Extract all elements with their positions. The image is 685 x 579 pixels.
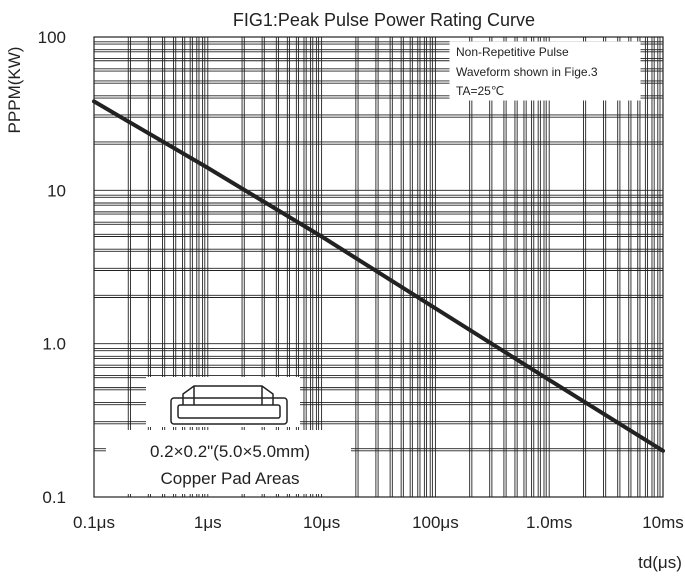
plot-frame [93,36,664,498]
note-line-2: Waveform shown in Fige.3 [456,65,598,79]
x-tick-label: 1μs [194,513,222,532]
series-line [92,99,665,453]
chart-title: FIG1:Peak Pulse Power Rating Curve [233,10,535,30]
note-box: Non-Repetitive Pulse Waveform shown in F… [449,41,641,101]
inset-background [106,430,351,494]
tick-labels: 0.1μs 1μs 10μs 100μs 1.0ms 10ms 0.1 1.0 10 100 [38,28,684,532]
note-box-background [449,41,641,101]
x-tick-label: 0.1μs [73,513,115,532]
y-axis-label: PPPM(KW) [5,47,24,134]
y-tick-label: 10 [47,181,66,200]
copper-pad-icon [170,385,288,425]
inset-line-1: 0.2×0.2"(5.0×5.0mm) [150,442,310,461]
inset-line-2: Copper Pad Areas [161,469,300,488]
y-tick-label: 0.1 [42,488,66,507]
x-tick-label: 100μs [412,513,459,532]
y-tick-label: 100 [38,28,66,47]
note-line-1: Non-Repetitive Pulse [456,45,569,59]
copper-pad-inset: 0.2×0.2"(5.0×5.0mm) Copper Pad Areas [106,377,351,494]
x-tick-label: 1.0ms [526,513,572,532]
x-tick-label: 10ms [642,513,684,532]
pad-drawing-background [146,377,300,427]
x-tick-label: 10μs [303,513,340,532]
x-axis-label: td(μs) [638,553,682,572]
y-tick-label: 1.0 [42,335,66,354]
note-line-3: TA=25℃ [456,84,504,98]
grid [93,37,663,498]
